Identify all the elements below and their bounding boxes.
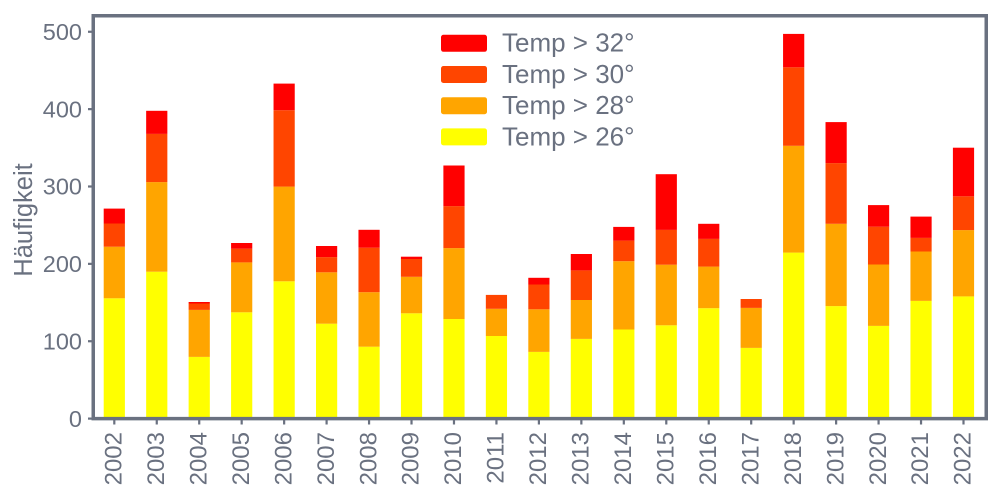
svg-text:2006: 2006 [270, 432, 297, 485]
svg-text:2021: 2021 [907, 432, 934, 485]
svg-text:100: 100 [43, 328, 82, 354]
svg-text:2011: 2011 [483, 432, 510, 484]
svg-text:2008: 2008 [355, 432, 382, 485]
svg-text:2013: 2013 [568, 432, 595, 485]
svg-text:2010: 2010 [440, 432, 467, 485]
svg-text:2003: 2003 [143, 432, 170, 485]
svg-text:2012: 2012 [525, 432, 552, 485]
svg-text:Temp > 32°: Temp > 32° [502, 28, 635, 58]
svg-text:2019: 2019 [822, 432, 849, 485]
svg-text:2004: 2004 [185, 432, 212, 485]
svg-text:200: 200 [43, 251, 82, 277]
svg-text:400: 400 [43, 96, 82, 122]
svg-text:300: 300 [43, 174, 82, 200]
svg-text:2020: 2020 [865, 432, 892, 485]
svg-text:500: 500 [43, 19, 82, 45]
svg-text:2015: 2015 [652, 432, 679, 485]
svg-text:Temp > 28°: Temp > 28° [502, 90, 635, 120]
svg-text:2009: 2009 [398, 432, 425, 485]
svg-text:2017: 2017 [737, 432, 764, 485]
svg-text:2016: 2016 [695, 432, 722, 485]
svg-text:Häufigkeit: Häufigkeit [10, 163, 38, 276]
svg-text:2022: 2022 [950, 432, 977, 485]
svg-text:0: 0 [69, 406, 82, 432]
svg-text:2007: 2007 [313, 432, 340, 485]
svg-text:2014: 2014 [610, 432, 637, 485]
svg-text:2018: 2018 [780, 432, 807, 485]
svg-text:2005: 2005 [228, 432, 255, 485]
svg-text:2002: 2002 [101, 432, 128, 485]
svg-text:Temp > 30°: Temp > 30° [502, 59, 635, 89]
svg-text:Temp > 26°: Temp > 26° [502, 121, 635, 151]
